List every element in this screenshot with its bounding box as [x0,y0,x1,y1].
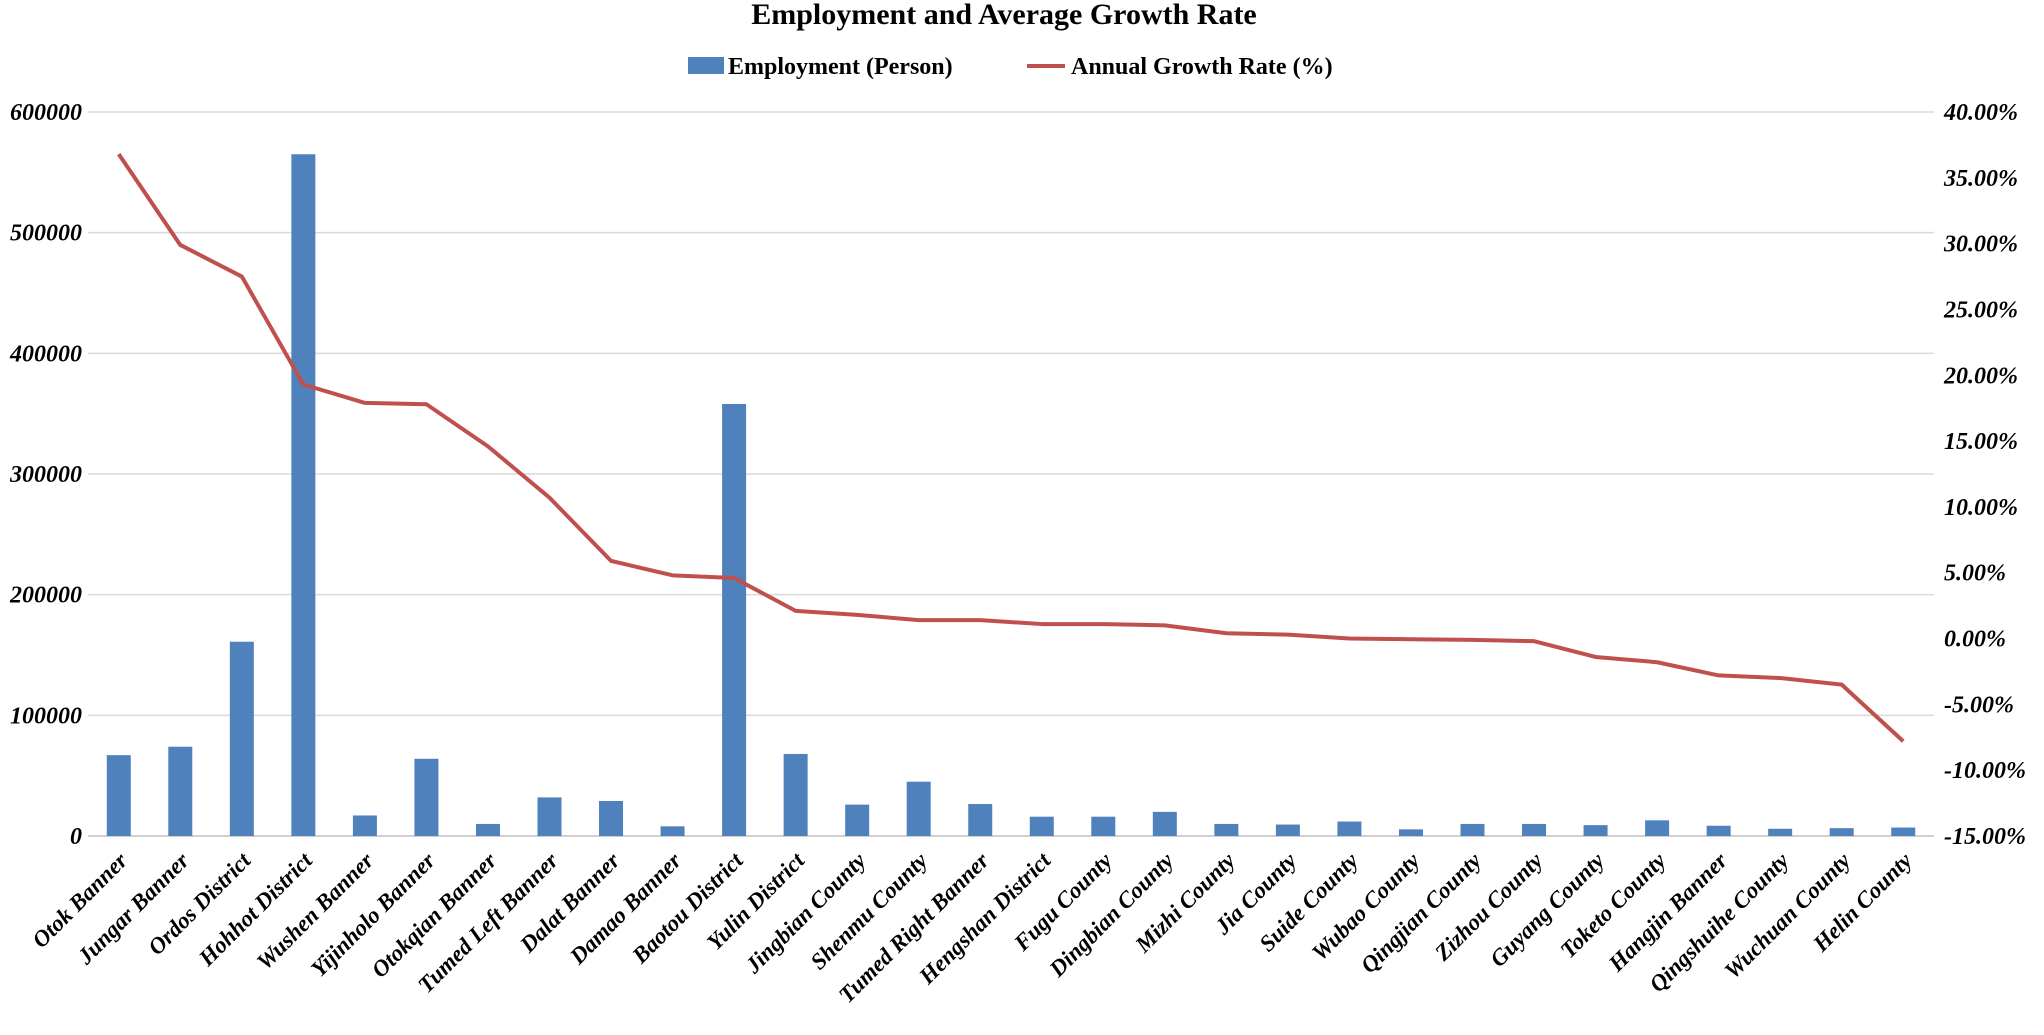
employment-bar [1091,816,1116,836]
legend-bar-swatch [688,57,724,74]
employment-bar [1891,827,1916,836]
category-label: Zizhou County [1429,847,1548,966]
employment-bar [414,758,439,836]
legend-label-employment: Employment (Person) [728,54,953,80]
employment-bar [1214,823,1239,836]
employment-bar [1645,820,1670,836]
right-axis-ticks: -15.00% -10.00% -5.00% 0.00% 5.00% 10.00% 15.0… [1943,100,2026,850]
employment-bar [660,826,685,836]
left-axis-tick-label: 500000 [10,221,82,247]
employment-bar [291,154,316,836]
employment-bar [106,755,131,836]
right-axis-tick-label: 10.00% [1944,495,2018,521]
left-axis-ticks: 0 100000 200000 300000 400000 500000 600000 [9,100,82,850]
employment-bar [168,746,193,836]
left-axis-tick-label: 400000 [9,341,82,367]
bar-series-employment [106,154,1916,836]
employment-bar [783,753,808,836]
employment-bar [1706,825,1731,836]
employment-bar [1152,811,1177,836]
employment-bar [1029,816,1054,836]
legend: Employment (Person) Annual Growth Rate (… [688,54,1333,80]
left-axis-tick-label: 200000 [9,583,82,609]
employment-bar [906,781,931,836]
chart-title: Employment and Average Growth Rate [751,0,1257,31]
employment-bar [968,804,993,836]
left-axis-tick-label: 100000 [10,703,82,729]
employment-bar [1829,828,1854,836]
growth-rate-line [117,153,1905,743]
gridlines [88,111,1934,837]
employment-bar [845,804,870,836]
employment-bar [599,801,624,836]
right-axis-tick-label: 0.00% [1944,627,2006,653]
line-series-growth-rate [117,153,1905,743]
right-axis-tick-label: -5.00% [1944,692,2014,718]
employment-bar [1768,828,1793,836]
left-axis-tick-label: 600000 [10,100,82,126]
right-axis-tick-label: 5.00% [1944,561,2006,587]
employment-bar [475,823,500,836]
right-axis-tick-label: 25.00% [1943,297,2018,323]
right-axis-tick-label: 15.00% [1944,429,2018,455]
employment-bar [1275,824,1300,836]
right-axis-tick-label: -10.00% [1944,758,2026,784]
category-label: Toketo County [1556,847,1672,963]
right-axis-tick-label: 30.00% [1943,232,2018,258]
employment-bar [1398,829,1423,836]
left-axis-tick-label: 300000 [9,462,82,488]
employment-bar [229,641,254,836]
employment-bar [1460,823,1485,836]
right-axis-tick-label: 35.00% [1943,166,2018,192]
legend-label-growth-rate: Annual Growth Rate (%) [1071,54,1333,80]
employment-bar [1337,821,1362,836]
employment-bar [537,797,562,836]
right-axis-tick-label: 20.00% [1943,363,2018,389]
employment-bar [722,404,747,836]
employment-bar [1522,823,1547,836]
right-axis-tick-label: -15.00% [1944,824,2026,850]
right-axis-tick-label: 40.00% [1943,100,2018,126]
employment-bar [352,815,377,836]
category-label: Wubao County [1307,847,1425,965]
left-axis-tick-label: 0 [70,824,82,850]
employment-bar [1583,825,1608,836]
